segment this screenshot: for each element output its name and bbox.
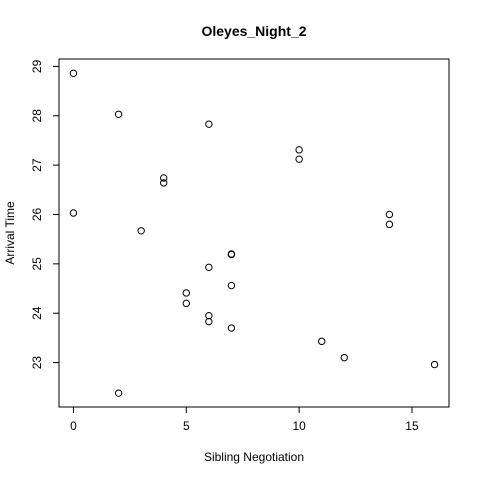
scatter-point [295,146,303,154]
scatter-point [340,353,348,362]
x-tick-label: 15 [405,419,419,433]
scatter-point [295,155,303,163]
scatter-point [318,337,326,346]
scatter-point [205,263,213,272]
scatter-point [430,360,439,369]
chart-title: Oleyes_Night_2 [201,23,306,39]
scatter-point [69,209,78,217]
scatter-point [227,281,236,290]
y-tick-label: 29 [30,59,44,73]
scatter-point [205,120,213,128]
scatter-point [182,299,190,308]
scatter-point [385,220,394,229]
y-axis: 23 24 25 26 27 28 29 [30,59,60,370]
y-axis-label: Arrival Time [3,201,17,265]
scatter-point [160,179,168,187]
scatter-point [227,250,236,259]
x-axis-label: Sibling Negotiation [204,450,304,464]
x-tick-label: 0 [70,419,77,433]
x-axis: 0 5 10 15 [70,406,419,433]
scatter-point [114,389,123,397]
y-tick-label: 24 [30,306,44,320]
y-tick-label: 28 [30,109,44,123]
scatter-point [205,317,213,326]
scatter-point [137,227,145,235]
y-tick-label: 26 [30,207,44,221]
y-tick-label: 25 [30,257,44,271]
y-tick-label: 23 [30,356,44,370]
scatter-point [227,324,236,332]
scatter-point [182,289,190,297]
scatter-point [69,69,78,78]
data-points [69,69,439,397]
scatter-point [114,110,123,118]
scatter-point [385,210,394,219]
x-tick-label: 10 [292,419,306,433]
scatter-point [160,174,168,182]
x-tick-label: 5 [183,419,190,433]
y-tick-label: 27 [30,158,44,172]
